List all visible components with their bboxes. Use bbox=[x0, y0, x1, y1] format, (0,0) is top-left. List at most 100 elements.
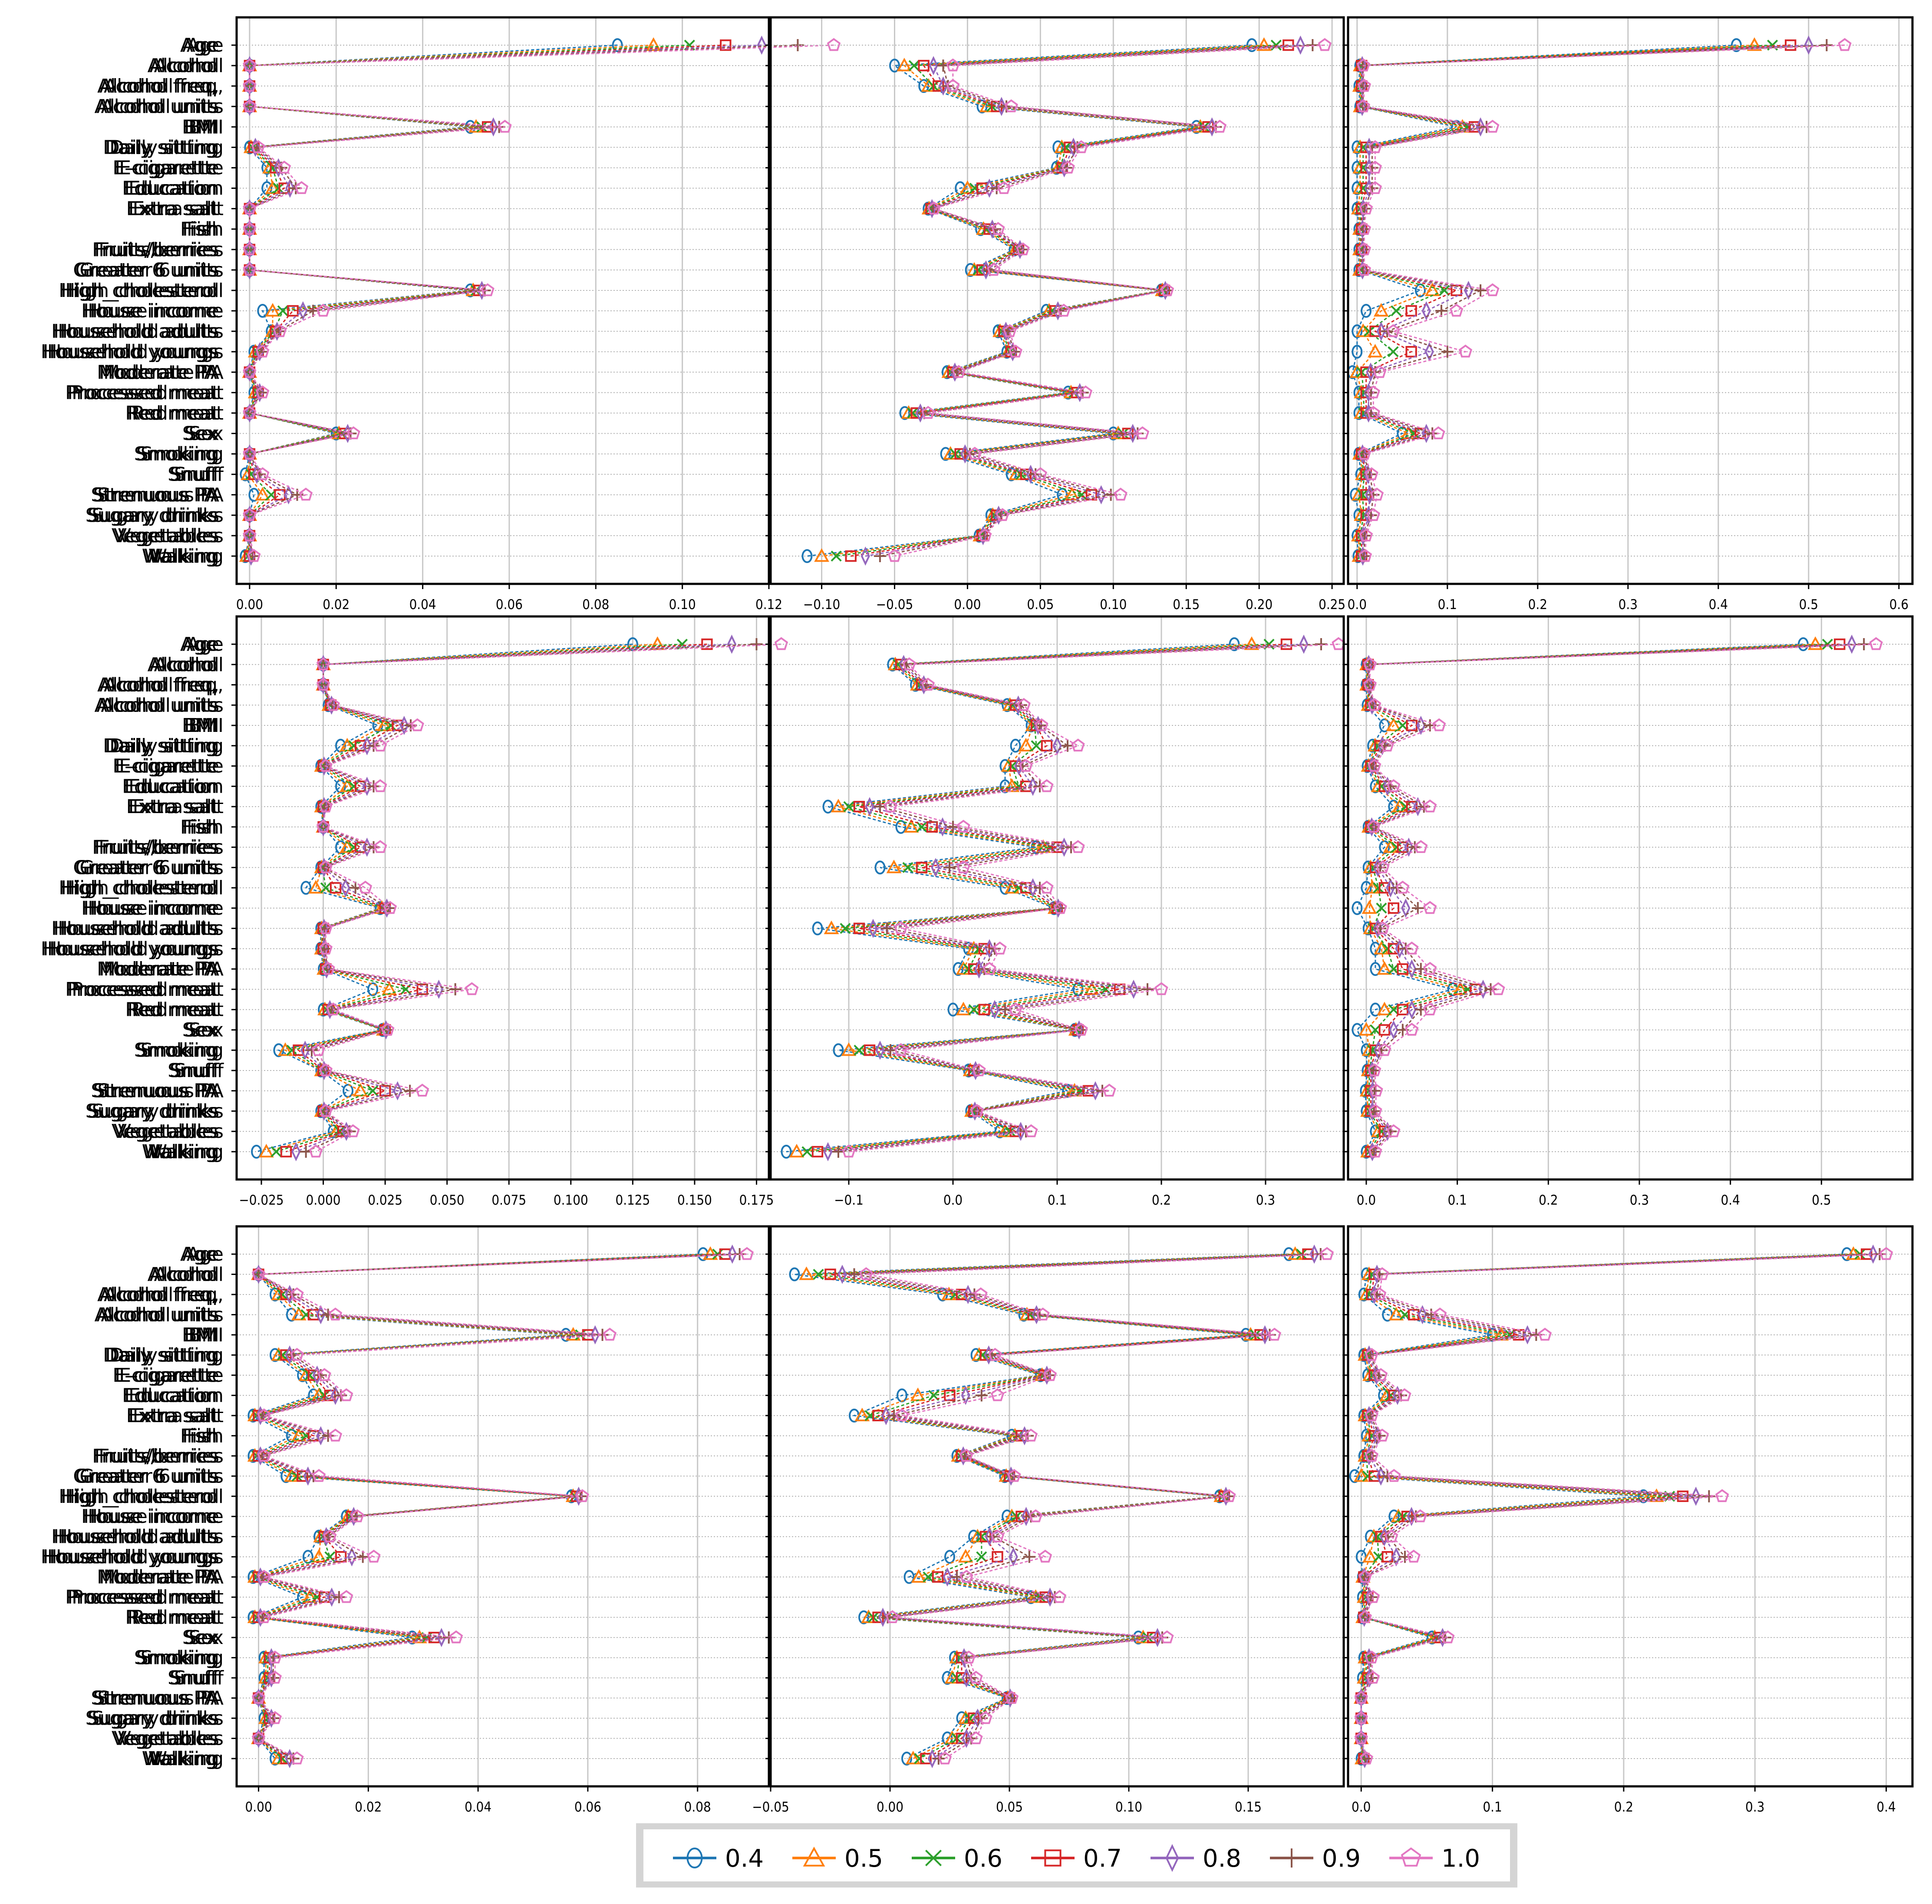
y-tick-label: Walking bbox=[142, 1141, 217, 1163]
legend-label: 0.9 bbox=[1322, 1845, 1361, 1873]
y-tick-label: Sex bbox=[185, 1627, 219, 1649]
series-1.0 bbox=[1363, 637, 1883, 1158]
y-tick-label: Extra salt bbox=[129, 198, 220, 220]
data-point bbox=[1804, 35, 1813, 55]
data-point bbox=[270, 1146, 282, 1157]
y-tick-label: Fruits/berries bbox=[92, 1445, 217, 1467]
data-point bbox=[1352, 1023, 1363, 1037]
panel-frame bbox=[769, 16, 1345, 585]
data-point bbox=[814, 548, 829, 562]
y-tick-label: Daily sitting bbox=[103, 136, 217, 158]
data-point bbox=[878, 1608, 888, 1627]
y-tick-label: Alcohol freq, bbox=[97, 75, 217, 97]
data-point bbox=[1074, 1022, 1088, 1036]
y-tick-label: Snuff bbox=[174, 464, 224, 486]
series-line-0.7 bbox=[1361, 44, 1791, 556]
data-point bbox=[1213, 119, 1227, 133]
legend-label: 0.8 bbox=[1203, 1845, 1241, 1873]
series-line-1.0 bbox=[248, 44, 834, 557]
data-point bbox=[245, 362, 254, 382]
y-tick-label: Vegetables bbox=[118, 525, 224, 547]
data-point bbox=[858, 1610, 869, 1624]
y-tick-label: Fish bbox=[180, 816, 217, 838]
y-tick-label: Snuff bbox=[170, 1667, 220, 1689]
series-line-0.4 bbox=[256, 643, 633, 1153]
x-tick-label: 0.2 bbox=[1539, 1192, 1558, 1208]
x-tick-label: −0.05 bbox=[752, 1799, 789, 1815]
y-tick-label: High_cholesterol bbox=[59, 877, 217, 899]
y-tick-label: Fruits/berries bbox=[94, 837, 219, 859]
data-point bbox=[1392, 798, 1408, 813]
data-point bbox=[1807, 636, 1823, 650]
data-point bbox=[1368, 181, 1382, 194]
data-point bbox=[840, 923, 851, 934]
data-point bbox=[1405, 305, 1417, 317]
y-tick-label: Vegetables bbox=[112, 1728, 217, 1750]
data-point bbox=[894, 1043, 908, 1056]
y-tick-label: Age bbox=[187, 1243, 224, 1265]
y-tick-label: E-cigarette bbox=[115, 755, 219, 777]
y-tick-label: Daily sitting bbox=[105, 735, 219, 757]
y-tick-label: Fruits/berries bbox=[99, 1445, 224, 1467]
data-point bbox=[257, 1570, 271, 1583]
data-point bbox=[865, 797, 874, 817]
series-line-0.8 bbox=[296, 643, 732, 1153]
data-point bbox=[978, 1004, 990, 1015]
series-line-0.5 bbox=[1360, 1253, 1854, 1759]
data-point bbox=[977, 1349, 988, 1361]
legend-box bbox=[643, 1829, 1510, 1881]
data-point bbox=[929, 56, 938, 76]
data-point bbox=[978, 528, 992, 542]
data-point bbox=[1368, 1104, 1382, 1117]
data-point bbox=[1838, 38, 1852, 51]
y-tick-label: Alcohol units bbox=[101, 96, 224, 118]
data-point bbox=[294, 181, 309, 194]
data-point bbox=[1352, 324, 1363, 339]
data-point bbox=[256, 344, 270, 358]
data-point bbox=[1431, 426, 1445, 439]
data-point bbox=[964, 1713, 975, 1724]
data-point bbox=[449, 983, 462, 995]
y-tick-label: Sugary drinks bbox=[92, 1100, 224, 1122]
x-tick-label: 0.08 bbox=[582, 597, 609, 613]
series-line-0.5 bbox=[1356, 44, 1755, 557]
data-point bbox=[243, 447, 257, 460]
x-tick-label: 0.04 bbox=[465, 1799, 491, 1815]
data-point bbox=[1299, 634, 1309, 654]
data-point bbox=[488, 117, 498, 137]
data-point bbox=[348, 740, 359, 751]
legend-item-0.6: 0.6 bbox=[912, 1845, 1002, 1873]
y-tick-label: Red meat bbox=[127, 999, 219, 1021]
data-point bbox=[316, 678, 330, 691]
x-tick-label: 0.3 bbox=[1745, 1799, 1764, 1815]
y-tick-label: Walking bbox=[148, 1141, 224, 1163]
data-point bbox=[1366, 405, 1380, 419]
data-point bbox=[367, 982, 379, 996]
y-tick-label: Smoking bbox=[136, 1647, 219, 1669]
data-point bbox=[1071, 738, 1085, 752]
data-point bbox=[383, 901, 397, 914]
x-tick-label: 0.1 bbox=[1483, 1799, 1502, 1815]
data-point bbox=[356, 1551, 369, 1563]
data-point bbox=[944, 1550, 955, 1564]
data-point bbox=[947, 1002, 959, 1017]
data-point bbox=[1023, 1551, 1035, 1563]
data-point bbox=[1370, 962, 1381, 976]
data-point bbox=[1374, 1368, 1388, 1381]
data-point bbox=[1377, 1001, 1392, 1015]
y-tick-label: Snuff bbox=[174, 1060, 224, 1082]
y-tick-label: Household youngs bbox=[47, 938, 224, 960]
data-point bbox=[1009, 1002, 1022, 1016]
legend-item-1.0: 1.0 bbox=[1389, 1845, 1480, 1873]
y-tick-label: Alcohol freq, bbox=[97, 1284, 217, 1306]
data-point bbox=[273, 182, 284, 194]
data-point bbox=[841, 1042, 857, 1056]
series-0.9 bbox=[252, 1248, 746, 1765]
y-tick-label: Fruits/berries bbox=[99, 837, 224, 859]
data-point bbox=[1363, 657, 1377, 671]
data-point bbox=[257, 1610, 271, 1623]
series-0.6 bbox=[1355, 40, 1778, 562]
x-tick-label: 0.4 bbox=[1721, 1192, 1740, 1208]
data-point bbox=[1369, 1084, 1383, 1097]
legend-marker bbox=[1165, 1844, 1179, 1872]
